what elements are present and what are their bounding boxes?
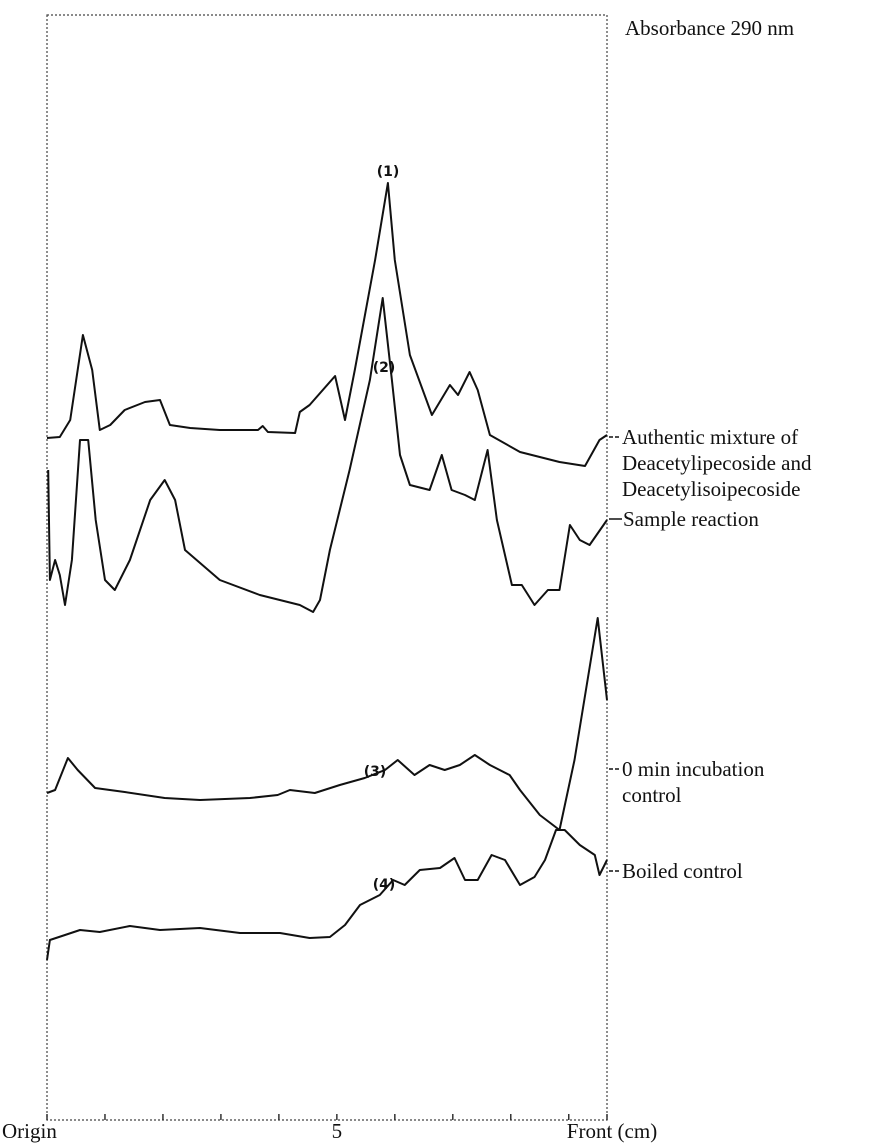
peak-annotation: (3) <box>364 764 387 780</box>
chart-title: Absorbance 290 nm <box>625 16 794 40</box>
trace-line <box>46 617 608 831</box>
trace-line <box>47 297 608 613</box>
x-tick-label: Origin <box>2 1119 57 1143</box>
trace-line <box>46 829 608 961</box>
series-label: 0 min incubation control <box>622 757 765 807</box>
series-label: Authentic mixture of Deacetylipecoside a… <box>622 425 812 501</box>
peak-annotation: (2) <box>373 360 396 376</box>
trace-line <box>46 182 608 467</box>
series-label: Sample reaction <box>623 507 759 531</box>
peak-annotation: (4) <box>373 877 396 893</box>
series-label: Boiled control <box>622 859 743 883</box>
plot-frame <box>46 14 608 1121</box>
x-tick-label: 5 <box>332 1119 343 1143</box>
peak-annotation: (1) <box>377 164 400 180</box>
x-tick-label: Front (cm) <box>567 1119 657 1143</box>
